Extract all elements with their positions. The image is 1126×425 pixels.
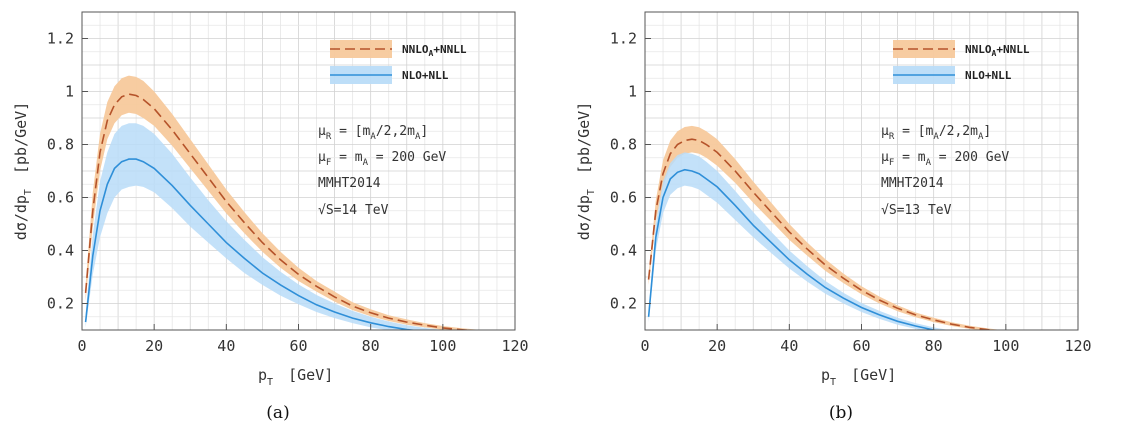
x-axis-label: pT [GeV] [821, 366, 896, 388]
legend: NNLOA+NNLL NLO+NLL [330, 40, 467, 84]
y-tick-label: 0.4 [610, 242, 637, 260]
y-tick-label: 0.6 [610, 189, 637, 207]
x-tick-label: 60 [289, 337, 307, 355]
annotation-line: μR = [mA/2,2mA] [318, 124, 428, 142]
y-tick-label: 0.2 [610, 295, 637, 313]
x-axis-label: pT [GeV] [258, 366, 333, 388]
x-tick-label: 100 [429, 337, 456, 355]
annotation-line: √S=14 TeV [318, 203, 389, 218]
annotation-line: μR = [mA/2,2mA] [881, 124, 991, 142]
y-tick-label: 1.2 [610, 30, 637, 48]
legend: NNLOA+NNLL NLO+NLL [893, 40, 1030, 84]
annotation-line: μF = mA = 200 GeV [881, 150, 1009, 168]
chart-svg: 0 20 40 60 80 100 120 0.2 0.4 0.6 0.8 1 1.2 pT [GeV] d… [575, 11, 1092, 423]
annotation-line: MMHT2014 [318, 176, 381, 191]
y-tick-label: 1.2 [47, 30, 74, 48]
chart-panel-a: 0 20 40 60 80 100 120 0.2 0.4 0.6 0.8 1 1.2 pT [GeV] d… [12, 11, 529, 423]
legend-label: NNLOA+NNLL [965, 43, 1030, 58]
series-line-1 [647, 168, 940, 330]
plot-area [84, 75, 485, 330]
y-axis-label: dσ/dpT [pb/GeV] [575, 102, 597, 240]
y-tick-label: 0.8 [610, 136, 637, 154]
y-tick-label: 0.2 [47, 295, 74, 313]
y-axis-label: dσ/dpT [pb/GeV] [12, 102, 34, 240]
y-tick-label: 0.6 [47, 189, 74, 207]
y-tick-label: 0.4 [47, 242, 74, 260]
x-tick-label: 80 [362, 337, 380, 355]
uncertainty-band-0 [648, 125, 1002, 330]
annotation-line: μF = mA = 200 GeV [318, 150, 446, 168]
uncertainty-band-0 [85, 75, 485, 330]
x-tick-label: 120 [1064, 337, 1091, 355]
annotation-block: μR = [mA/2,2mA] μF = mA = 200 GeV MMHT2014… [881, 124, 1009, 218]
annotation-line: MMHT2014 [881, 176, 944, 191]
y-tick-label: 0.8 [47, 136, 74, 154]
chart-panel-b: 0 20 40 60 80 100 120 0.2 0.4 0.6 0.8 1 1.2 pT [GeV] d… [563, 0, 1126, 425]
x-tick-label: 0 [640, 337, 649, 355]
legend-label: NLO+NLL [965, 69, 1012, 82]
chart-svg: 0 20 40 60 80 100 120 0.2 0.4 0.6 0.8 1 1.2 pT [GeV] d… [12, 11, 529, 423]
x-tick-label: 120 [501, 337, 528, 355]
x-tick-label: 20 [708, 337, 726, 355]
x-tick-label: 40 [217, 337, 235, 355]
plot-area [647, 125, 1002, 330]
x-tick-label: 0 [77, 337, 86, 355]
x-tick-label: 60 [852, 337, 870, 355]
y-tick-label: 1 [628, 83, 637, 101]
x-tick-label: 40 [780, 337, 798, 355]
annotation-line: √S=13 TeV [881, 203, 952, 218]
subfigure-caption: (b) [829, 403, 853, 423]
annotation-block: μR = [mA/2,2mA] μF = mA = 200 GeV MMHT2014… [318, 124, 446, 218]
x-tick-label: 80 [925, 337, 943, 355]
y-tick-label: 1 [65, 83, 74, 101]
series-line-1 [84, 158, 418, 330]
x-tick-label: 20 [145, 337, 163, 355]
legend-label: NLO+NLL [402, 69, 449, 82]
uncertainty-band-1 [648, 152, 949, 330]
subfigure-caption: (a) [266, 403, 289, 423]
series-line-0 [647, 138, 999, 330]
legend-label: NNLOA+NNLL [402, 43, 467, 58]
uncertainty-band-1 [85, 123, 443, 330]
series-line-0 [84, 93, 476, 330]
x-tick-label: 100 [992, 337, 1019, 355]
